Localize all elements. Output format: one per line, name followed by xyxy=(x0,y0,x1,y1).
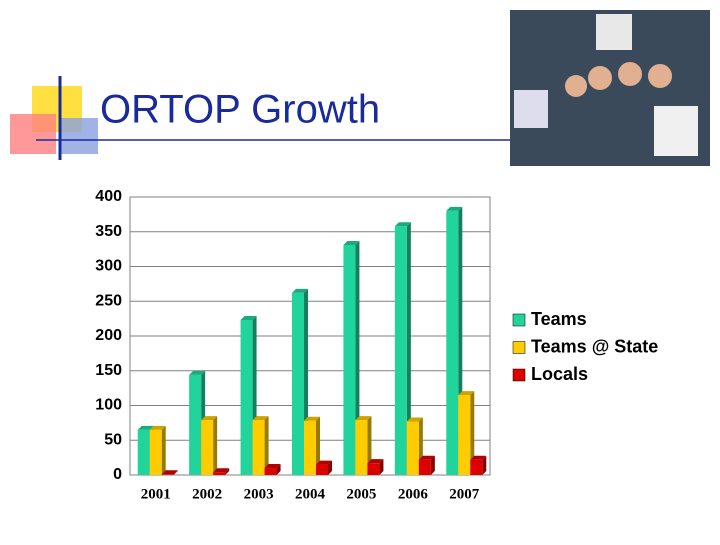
photo-detail xyxy=(618,62,642,86)
y-tick-label: 0 xyxy=(113,466,122,483)
decor-square xyxy=(10,114,56,154)
bar-top xyxy=(458,391,475,396)
bar-side xyxy=(430,455,435,475)
bar-top xyxy=(355,416,372,421)
bar xyxy=(458,395,471,475)
bar-top xyxy=(292,288,308,293)
bar-top xyxy=(316,460,332,465)
bar xyxy=(406,421,419,475)
photo-detail xyxy=(648,64,672,88)
bar xyxy=(355,420,368,475)
y-tick-label: 250 xyxy=(95,292,122,309)
bar-side xyxy=(379,459,384,475)
bar-top xyxy=(201,416,218,421)
bar-side xyxy=(482,455,487,475)
bar-top xyxy=(343,240,360,245)
bar-side xyxy=(213,416,218,475)
bar xyxy=(470,459,483,475)
bar-top xyxy=(394,222,411,227)
bar xyxy=(149,429,162,475)
bar xyxy=(213,472,226,475)
bar-top xyxy=(446,206,463,211)
bar-side xyxy=(161,425,166,475)
bar-top xyxy=(240,316,257,321)
bar xyxy=(189,374,202,475)
legend-label: Teams xyxy=(531,309,587,329)
bar-top xyxy=(406,417,423,422)
bar xyxy=(264,468,277,475)
x-tick-label: 2005 xyxy=(346,486,376,502)
bar xyxy=(316,464,328,475)
bar-top xyxy=(213,468,230,473)
y-tick-label: 300 xyxy=(95,258,122,275)
bar-top xyxy=(367,459,384,464)
bar xyxy=(161,474,174,475)
legend-label: Teams @ State xyxy=(531,336,658,356)
x-tick-label: 2002 xyxy=(192,486,222,502)
bar xyxy=(240,320,253,475)
photo-detail xyxy=(588,66,612,90)
bar-side xyxy=(406,222,411,475)
legend-label: Locals xyxy=(531,364,588,384)
bar-side xyxy=(355,240,360,475)
bar-top xyxy=(161,470,178,475)
bar-top xyxy=(252,416,269,421)
x-tick-label: 2007 xyxy=(449,486,480,502)
bar xyxy=(304,420,316,475)
y-tick-label: 400 xyxy=(95,188,122,205)
slide-title: ORTOP Growth xyxy=(100,88,380,132)
bar-top xyxy=(470,455,487,460)
bar-side xyxy=(316,416,320,475)
bar xyxy=(418,459,431,475)
bar-top xyxy=(189,370,206,375)
bar xyxy=(394,226,407,475)
bar xyxy=(446,210,459,475)
bar-side xyxy=(470,391,475,475)
x-tick-label: 2004 xyxy=(295,486,326,502)
photo-detail xyxy=(596,14,632,50)
bar xyxy=(252,420,265,475)
bar-top xyxy=(149,425,166,430)
bar xyxy=(343,244,356,475)
y-tick-label: 350 xyxy=(95,223,122,240)
x-tick-label: 2001 xyxy=(141,486,171,502)
bar-top xyxy=(304,416,320,421)
y-tick-label: 100 xyxy=(95,397,122,414)
legend-swatch xyxy=(512,341,526,354)
bar xyxy=(292,292,304,475)
y-tick-label: 200 xyxy=(95,327,122,344)
legend-swatch xyxy=(512,368,526,382)
photo-detail xyxy=(654,106,698,156)
bar-side xyxy=(225,468,230,475)
photo-detail xyxy=(565,75,587,97)
photo-detail xyxy=(514,90,548,128)
y-tick-label: 150 xyxy=(95,362,122,379)
legend-swatch xyxy=(512,313,526,327)
bar xyxy=(201,420,214,475)
bar-top xyxy=(418,455,435,460)
bar-side xyxy=(276,464,281,475)
x-tick-label: 2006 xyxy=(398,486,429,502)
decor-square xyxy=(60,118,98,154)
bar xyxy=(367,463,380,475)
bar-side xyxy=(328,460,332,475)
x-tick-label: 2003 xyxy=(244,486,274,502)
bar-top xyxy=(264,464,281,469)
bar-side xyxy=(264,416,269,475)
y-tick-label: 50 xyxy=(104,431,122,448)
bar xyxy=(137,429,150,475)
bar-top xyxy=(137,425,154,430)
bar-side xyxy=(173,470,178,475)
